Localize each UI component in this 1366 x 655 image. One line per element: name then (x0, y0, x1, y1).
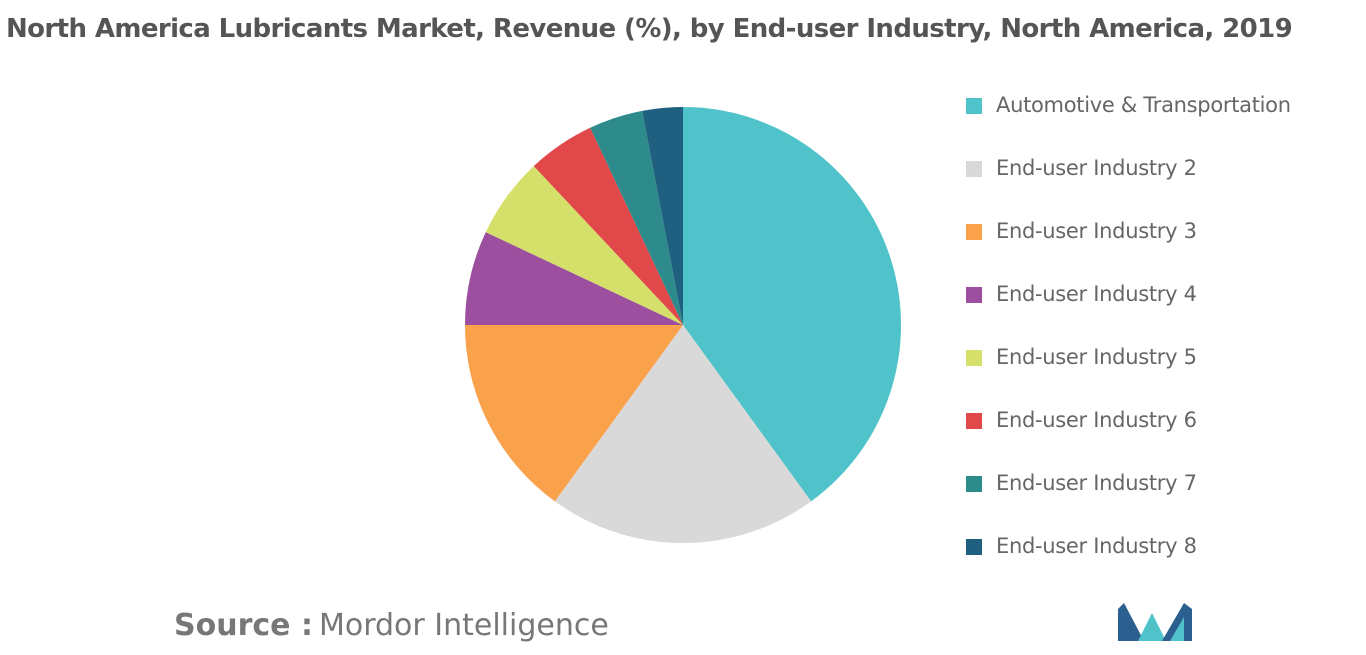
pie-slice-6 (533, 127, 683, 325)
legend-swatch (966, 161, 982, 177)
legend-item-3: End-user Industry 3 (966, 216, 1346, 279)
mordor-intelligence-logo-icon (1118, 603, 1192, 641)
legend-item-6: End-user Industry 6 (966, 405, 1346, 468)
legend-item-8: End-user Industry 8 (966, 531, 1346, 594)
legend-item-2: End-user Industry 2 (966, 153, 1346, 216)
legend-swatch (966, 539, 982, 555)
pie-slice-5 (485, 166, 683, 325)
logo-shape-right (1162, 603, 1192, 641)
legend-label: End-user Industry 4 (996, 282, 1197, 306)
legend-item-4: End-user Industry 4 (966, 279, 1346, 342)
legend-label: End-user Industry 7 (996, 471, 1197, 495)
legend-label: End-user Industry 6 (996, 408, 1197, 432)
source-line: Source : Mordor Intelligence (174, 606, 609, 646)
legend-swatch (966, 98, 982, 114)
legend-item-5: End-user Industry 5 (966, 342, 1346, 405)
legend-item-1: Automotive & Transportation (966, 90, 1346, 153)
legend-swatch (966, 287, 982, 303)
logo-shape-middle (1138, 613, 1166, 641)
pie-slice-8 (642, 106, 683, 325)
legend-swatch (966, 413, 982, 429)
pie-chart (464, 106, 902, 544)
pie-slice-1 (683, 107, 902, 502)
source-label: Source : (174, 608, 313, 643)
chart-legend: Automotive & Transportation End-user Indu… (966, 90, 1346, 594)
legend-label: End-user Industry 5 (996, 345, 1197, 369)
legend-label: Automotive & Transportation (996, 93, 1291, 117)
legend-label: End-user Industry 3 (996, 219, 1197, 243)
logo-shape-left (1118, 603, 1144, 641)
legend-label: End-user Industry 2 (996, 156, 1197, 180)
source-text: Mordor Intelligence (318, 608, 609, 643)
legend-label: End-user Industry 8 (996, 534, 1197, 558)
logo-shape-accent (1170, 617, 1184, 641)
pie-slice-2 (554, 325, 812, 544)
legend-swatch (966, 224, 982, 240)
legend-swatch (966, 476, 982, 492)
pie-slice-4 (465, 232, 683, 325)
pie-slice-7 (590, 110, 683, 325)
chart-title: North America Lubricants Market, Revenue… (6, 14, 1293, 44)
pie-slice-3 (464, 325, 683, 502)
legend-item-7: End-user Industry 7 (966, 468, 1346, 531)
legend-swatch (966, 350, 982, 366)
